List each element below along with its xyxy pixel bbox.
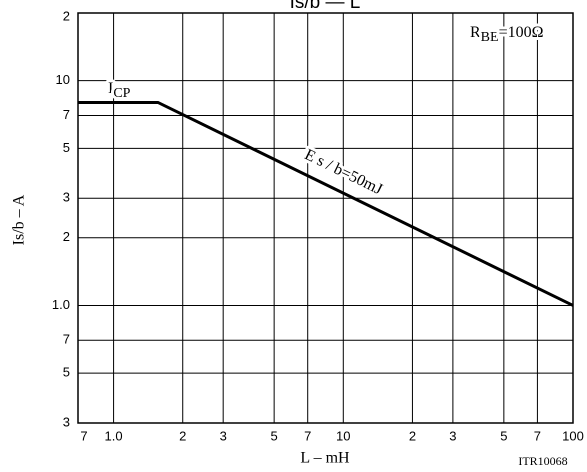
x-tick-label: 7 (304, 428, 311, 443)
y-tick-label: 3 (63, 414, 70, 429)
y-tick-label: 3 (63, 190, 70, 205)
x-tick-label: 5 (271, 428, 278, 443)
x-tick-label: 3 (220, 428, 227, 443)
x-tick-label: 7 (80, 428, 87, 443)
x-tick-label: 2 (409, 428, 416, 443)
rbe-label: RBE=100Ω (470, 24, 544, 46)
y-tick-label: 7 (63, 107, 70, 122)
x-tick-label: 3 (449, 428, 456, 443)
y-tick-label: 10 (56, 72, 70, 87)
x-tick-label: 2 (179, 428, 186, 443)
data-line (78, 100, 574, 307)
y-axis-label: Is/b – A (11, 194, 28, 245)
y-tick-label: 2 (63, 229, 70, 244)
y-tick-label: 5 (63, 140, 70, 155)
y-tick-label: 5 (63, 365, 70, 380)
y-tick-label: 7 (63, 332, 70, 347)
x-tick-label: 7 (534, 428, 541, 443)
icp-label-main: I (108, 80, 113, 97)
icp-label: ICP (108, 80, 131, 102)
figure-code: ITR10068 (518, 454, 567, 468)
rbe-label-sub: BE (481, 30, 499, 45)
x-tick-label: 100 (562, 428, 584, 443)
x-tick-label: 1.0 (105, 428, 123, 443)
x-axis-label: L – mH (300, 450, 350, 467)
plot-frame (77, 12, 574, 424)
chart-title: Is/b — L (290, 0, 361, 13)
x-tick-label: 10 (336, 428, 350, 443)
y-tick-label: 2 (63, 8, 70, 23)
rbe-label-main: R (470, 24, 481, 41)
rbe-label-after: =100Ω (499, 24, 544, 41)
icp-label-sub: CP (113, 86, 130, 101)
x-tick-label: 5 (500, 428, 507, 443)
y-tick-label: 1.0 (52, 297, 70, 312)
